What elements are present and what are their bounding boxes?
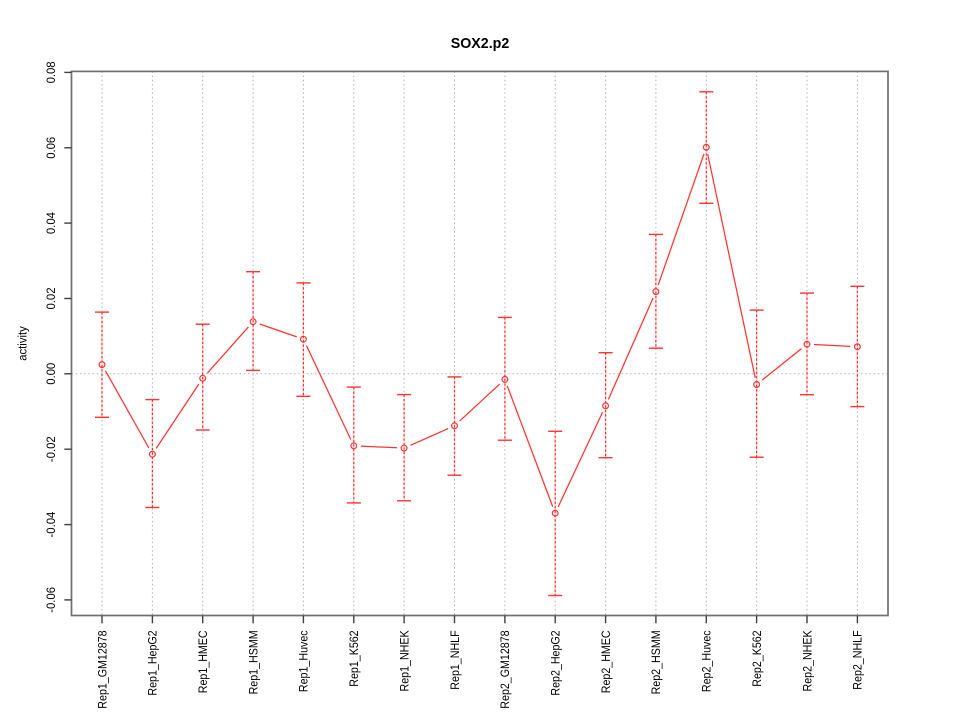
svg-text:0.06: 0.06 [44,137,58,159]
svg-text:Rep1_NHEK: Rep1_NHEK [397,630,411,692]
svg-text:Rep2_HSMM: Rep2_HSMM [649,630,663,694]
svg-text:Rep2_NHEK: Rep2_NHEK [800,630,814,692]
svg-text:SOX2.p2: SOX2.p2 [451,35,510,52]
svg-text:Rep2_HMEC: Rep2_HMEC [599,630,613,693]
svg-text:Rep1_HMEC: Rep1_HMEC [196,630,210,693]
svg-text:Rep2_K562: Rep2_K562 [750,630,764,686]
svg-text:-0.02: -0.02 [44,436,58,462]
svg-text:Rep2_GM12878: Rep2_GM12878 [498,630,512,708]
svg-text:activity: activity [16,325,30,360]
svg-text:0.00: 0.00 [44,363,58,385]
svg-text:0.04: 0.04 [44,212,58,234]
svg-text:-0.06: -0.06 [44,587,58,613]
svg-text:Rep2_NHLF: Rep2_NHLF [851,630,865,690]
svg-text:Rep1_HSMM: Rep1_HSMM [246,630,260,694]
svg-text:Rep1_K562: Rep1_K562 [347,630,361,686]
svg-text:0.08: 0.08 [44,61,58,83]
svg-text:Rep1_GM12878: Rep1_GM12878 [95,630,109,708]
svg-text:0.02: 0.02 [44,287,58,309]
svg-text:Rep2_HepG2: Rep2_HepG2 [549,630,563,695]
svg-text:Rep1_NHLF: Rep1_NHLF [448,630,462,690]
svg-text:Rep2_Huvec: Rep2_Huvec [700,630,714,692]
svg-text:Rep1_Huvec: Rep1_Huvec [297,630,311,692]
svg-text:Rep1_HepG2: Rep1_HepG2 [146,630,160,695]
svg-text:-0.04: -0.04 [44,512,58,538]
